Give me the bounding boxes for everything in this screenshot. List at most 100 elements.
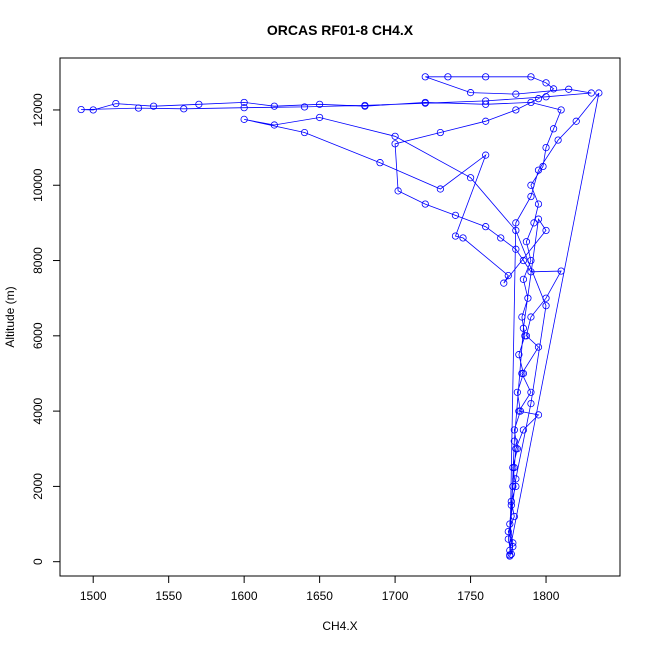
point xyxy=(527,98,535,107)
point xyxy=(587,89,595,97)
point xyxy=(519,324,527,332)
point xyxy=(518,369,526,378)
point xyxy=(270,102,278,110)
point xyxy=(522,238,531,246)
point xyxy=(542,93,550,101)
point xyxy=(512,475,520,483)
point xyxy=(557,267,565,275)
point xyxy=(527,388,535,396)
point xyxy=(195,100,203,108)
point xyxy=(512,445,520,453)
y-tick-label: 12000 xyxy=(31,93,45,127)
y-tick-label: 10000 xyxy=(31,168,45,202)
point xyxy=(534,411,543,419)
point xyxy=(240,98,248,107)
point xyxy=(421,73,429,81)
point xyxy=(542,294,550,302)
point xyxy=(300,128,309,137)
point xyxy=(524,294,532,302)
point xyxy=(482,97,490,105)
point xyxy=(527,73,535,81)
point xyxy=(507,550,515,558)
x-tick-label: 1700 xyxy=(382,589,409,603)
point xyxy=(376,159,384,167)
point xyxy=(466,89,475,97)
x-tick-label: 1600 xyxy=(231,589,258,603)
point xyxy=(510,463,518,472)
point xyxy=(512,90,520,98)
point xyxy=(482,117,490,125)
point xyxy=(512,219,520,227)
point xyxy=(180,105,188,113)
point xyxy=(518,313,526,321)
point xyxy=(512,106,520,114)
y-tick-label: 8000 xyxy=(31,247,45,274)
point xyxy=(421,99,429,107)
point xyxy=(504,527,512,536)
point xyxy=(527,181,535,189)
point xyxy=(482,73,490,81)
point xyxy=(542,226,550,235)
x-tick-label: 1800 xyxy=(533,589,560,603)
point xyxy=(451,232,460,240)
point xyxy=(527,256,535,265)
point xyxy=(482,151,490,159)
point xyxy=(539,162,547,171)
point xyxy=(515,351,523,359)
point xyxy=(394,187,402,195)
point xyxy=(270,121,278,129)
point xyxy=(509,482,517,491)
point xyxy=(504,271,512,280)
point xyxy=(534,343,543,351)
point xyxy=(527,192,535,201)
point xyxy=(549,125,558,133)
point xyxy=(519,256,527,265)
point xyxy=(466,174,475,182)
point xyxy=(527,313,535,321)
point xyxy=(507,501,515,509)
point xyxy=(510,426,518,434)
point xyxy=(512,245,520,253)
point xyxy=(534,95,543,103)
point xyxy=(557,106,565,114)
point xyxy=(300,103,309,111)
point xyxy=(509,539,517,547)
point xyxy=(506,546,514,555)
point xyxy=(513,388,521,396)
y-tick-label: 0 xyxy=(31,558,45,565)
point xyxy=(500,279,508,287)
point xyxy=(482,223,490,231)
point xyxy=(534,215,543,223)
point xyxy=(316,100,324,108)
point xyxy=(112,99,120,108)
x-axis-label: CH4.X xyxy=(322,619,357,633)
point xyxy=(572,117,580,125)
point xyxy=(361,101,369,110)
point xyxy=(510,437,518,445)
x-tick-label: 1500 xyxy=(80,589,107,603)
point xyxy=(512,482,520,491)
point xyxy=(459,234,467,242)
x-tick-label: 1750 xyxy=(457,589,484,603)
point xyxy=(436,128,444,137)
point xyxy=(507,497,515,506)
point xyxy=(530,219,538,227)
point xyxy=(506,551,514,559)
point xyxy=(554,136,562,144)
point xyxy=(512,226,520,235)
point xyxy=(436,185,444,193)
x-tick-label: 1650 xyxy=(306,589,333,603)
y-axis-label: Altitude (m) xyxy=(3,286,17,347)
point xyxy=(316,113,324,122)
point xyxy=(451,211,460,219)
point xyxy=(506,520,514,528)
point xyxy=(89,106,97,114)
y-tick-label: 2000 xyxy=(31,473,45,500)
point xyxy=(542,79,550,87)
point xyxy=(515,407,523,415)
y-tick-label: 4000 xyxy=(31,397,45,424)
point xyxy=(527,268,535,276)
point xyxy=(240,115,248,123)
